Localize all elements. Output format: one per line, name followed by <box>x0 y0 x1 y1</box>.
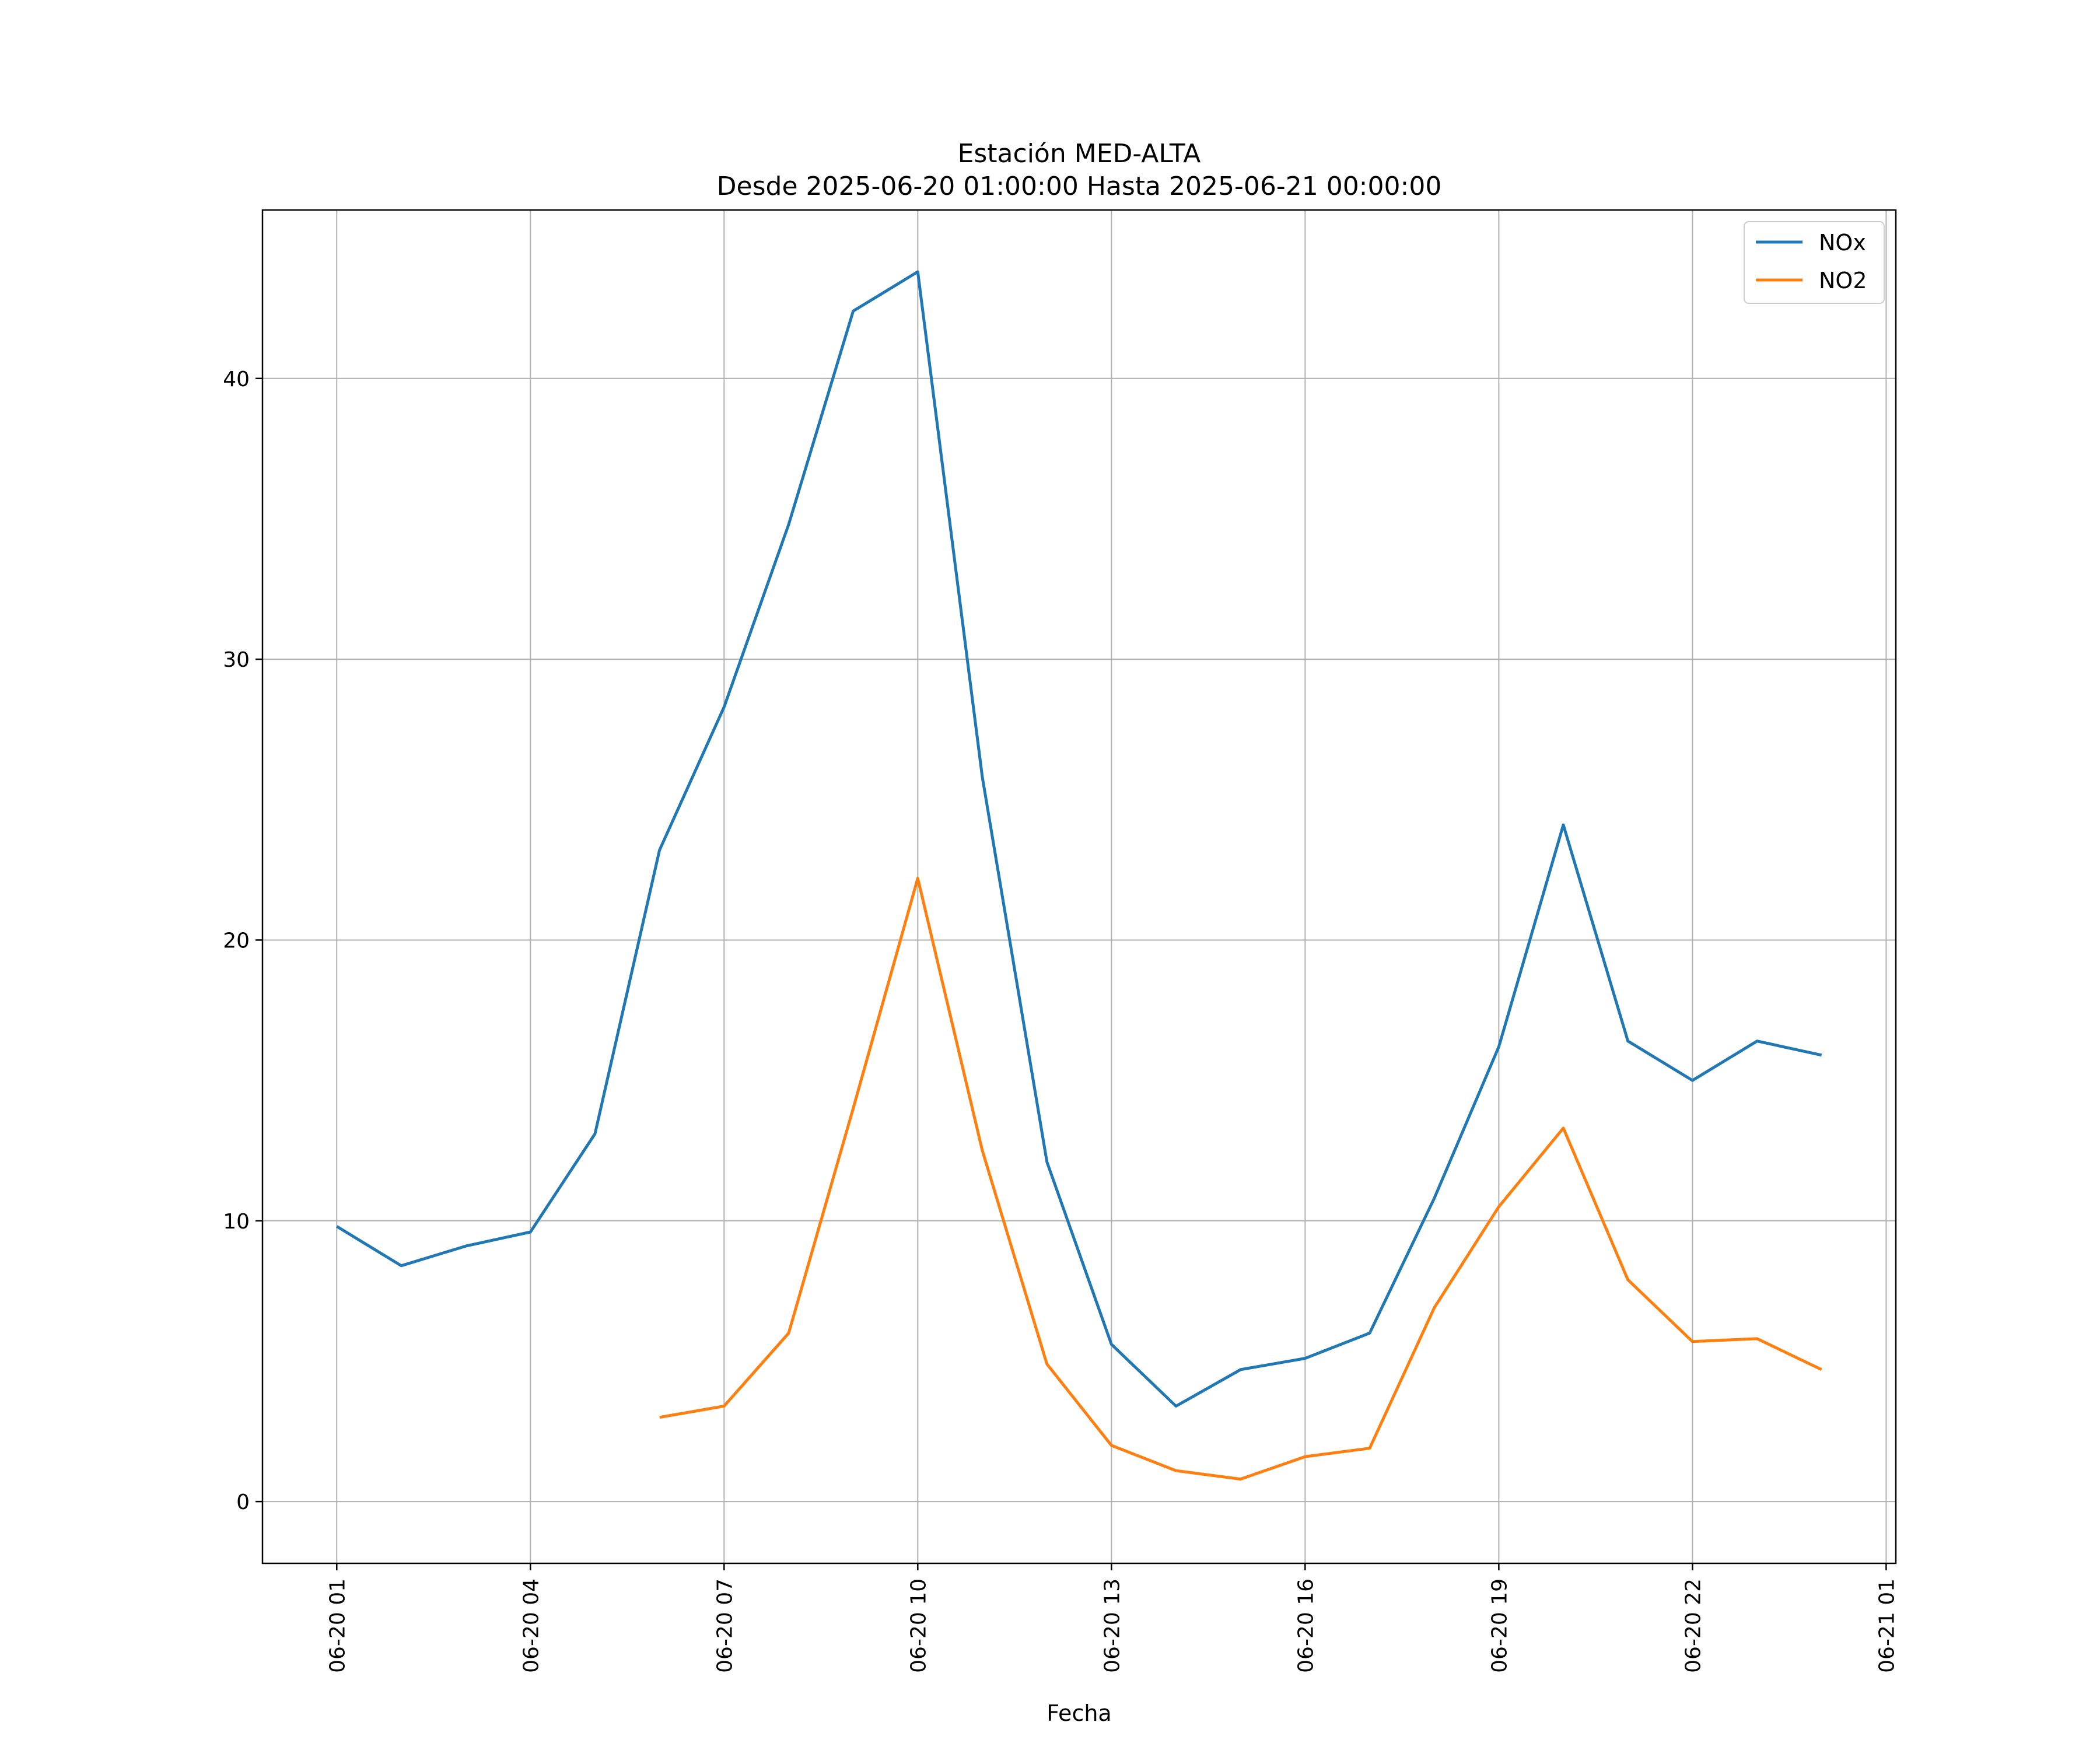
series-line-nox <box>335 270 1822 1408</box>
legend-label-no2: NO2 <box>1819 268 1867 293</box>
x-tick-label: 06-20 22 <box>1681 1578 1705 1673</box>
x-tick-label: 06-20 01 <box>326 1578 349 1673</box>
chart-subtitle: Desde 2025-06-20 01:00:00 Hasta 2025-06-… <box>717 172 1442 201</box>
legend: NOx NO2 <box>1744 221 1885 304</box>
y-tick-label: 0 <box>236 1490 250 1514</box>
x-axis-label: Fecha <box>1046 1700 1111 1726</box>
plot-frame <box>261 209 1897 1564</box>
series-lines <box>335 270 1822 1481</box>
gridlines <box>262 210 1896 1563</box>
y-tick-label: 30 <box>223 648 250 672</box>
y-tick-label: 20 <box>223 929 250 953</box>
x-tick-label: 06-20 04 <box>519 1578 543 1673</box>
x-axis: 06-20 01 06-20 04 06-20 07 06-20 10 06-20 13… <box>326 1563 1899 1673</box>
y-tick-label: 10 <box>223 1210 250 1234</box>
chart-title: Estación MED-ALTA <box>958 139 1201 169</box>
x-tick-label: 06-20 07 <box>713 1578 737 1673</box>
legend-label-nox: NOx <box>1819 230 1866 256</box>
x-tick-label: 06-20 13 <box>1100 1578 1124 1673</box>
x-tick-label: 06-20 10 <box>907 1578 930 1673</box>
x-tick-label: 06-20 19 <box>1488 1578 1511 1673</box>
y-axis: 0 10 20 30 40 <box>223 368 262 1514</box>
y-tick-label: 40 <box>223 368 250 391</box>
x-tick-label: 06-20 16 <box>1294 1578 1318 1673</box>
series-line-no2 <box>659 877 1822 1481</box>
x-tick-label: 06-21 01 <box>1875 1578 1899 1673</box>
plot-area <box>262 210 1896 1563</box>
